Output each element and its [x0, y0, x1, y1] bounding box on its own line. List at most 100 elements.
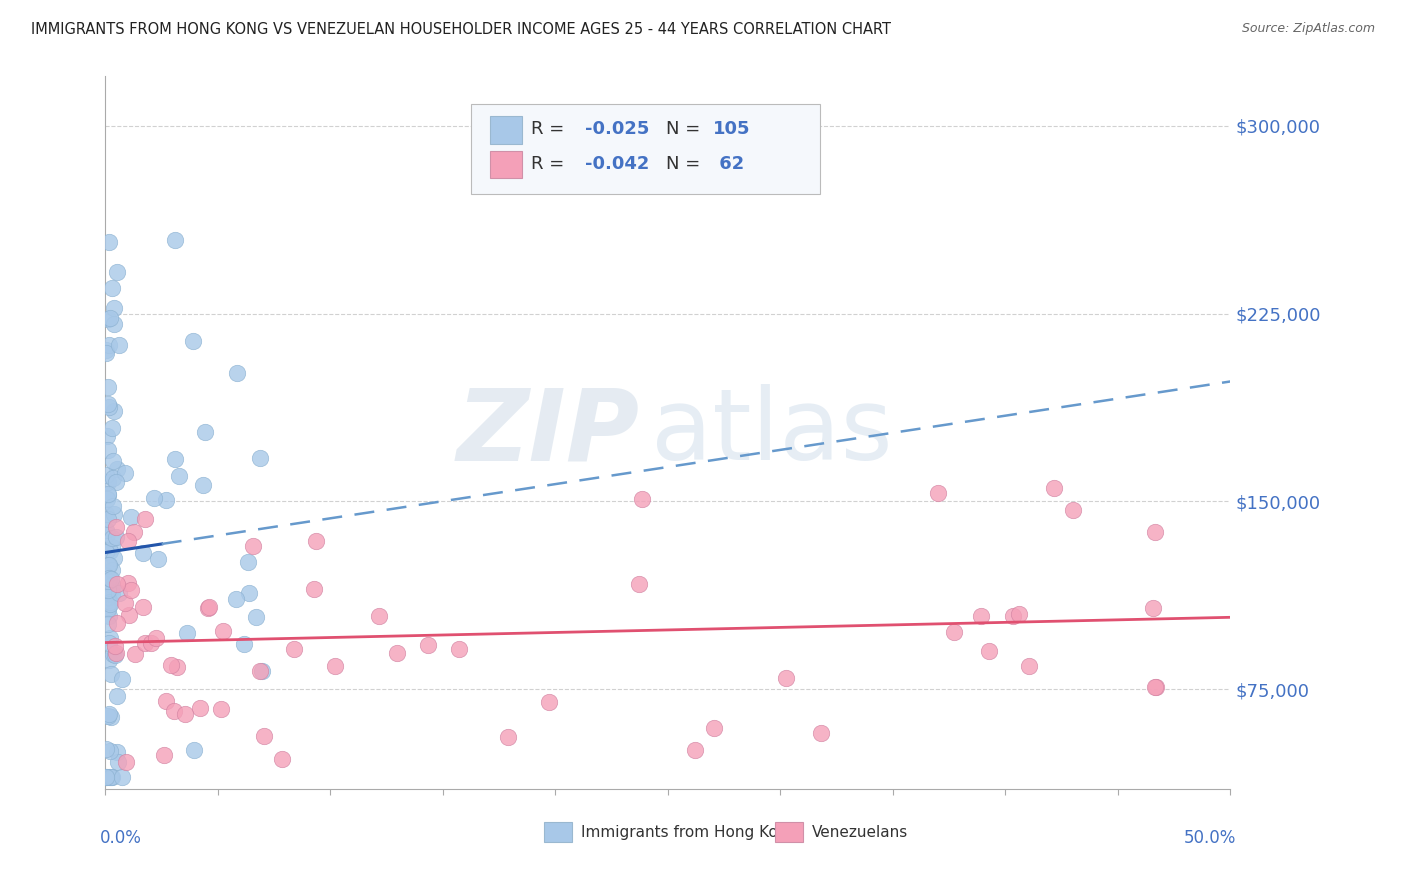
Point	[134, 512, 156, 526]
Point	[98, 608, 121, 623]
Point	[1144, 525, 1167, 540]
Point	[225, 591, 247, 606]
Point	[96, 598, 118, 612]
Point	[100, 531, 122, 545]
Point	[198, 599, 221, 614]
Point	[122, 524, 145, 539]
Point	[104, 639, 127, 653]
Text: N =: N =	[665, 154, 706, 172]
Point	[98, 653, 121, 667]
Point	[97, 487, 120, 501]
Text: -0.042: -0.042	[585, 154, 650, 172]
Text: R =: R =	[530, 154, 569, 172]
Point	[305, 534, 328, 549]
Point	[979, 644, 1001, 658]
Point	[103, 301, 125, 316]
Text: 105: 105	[713, 120, 751, 138]
Text: -0.025: -0.025	[585, 120, 650, 138]
Point	[225, 366, 247, 380]
Point	[188, 701, 211, 715]
Point	[194, 425, 217, 439]
Point	[100, 587, 122, 601]
Point	[1143, 680, 1166, 694]
Point	[270, 752, 292, 766]
Point	[97, 616, 120, 631]
Point	[134, 635, 156, 649]
Point	[96, 507, 118, 521]
Point	[97, 443, 120, 458]
Point	[142, 491, 165, 505]
Point	[94, 524, 117, 538]
Point	[124, 647, 146, 661]
Point	[96, 770, 118, 784]
Point	[283, 642, 305, 657]
Point	[111, 770, 134, 784]
Point	[165, 452, 187, 467]
Point	[97, 583, 120, 598]
Point	[538, 695, 561, 709]
Point	[249, 665, 271, 679]
Point	[103, 508, 125, 522]
Point	[97, 574, 120, 588]
Text: IMMIGRANTS FROM HONG KONG VS VENEZUELAN HOUSEHOLDER INCOME AGES 25 - 44 YEARS CO: IMMIGRANTS FROM HONG KONG VS VENEZUELAN …	[31, 22, 891, 37]
Point	[100, 572, 122, 586]
Point	[183, 743, 205, 757]
Point	[104, 530, 127, 544]
Point	[94, 468, 117, 483]
Point	[174, 706, 197, 721]
Point	[94, 568, 117, 582]
Point	[108, 337, 131, 351]
Point	[98, 598, 121, 612]
Point	[1042, 481, 1064, 495]
Point	[101, 563, 124, 577]
Point	[245, 609, 267, 624]
Point	[98, 310, 121, 325]
Point	[114, 467, 136, 481]
Point	[496, 730, 519, 744]
Point	[96, 527, 118, 541]
Point	[139, 636, 162, 650]
Point	[165, 233, 187, 247]
Point	[250, 664, 273, 678]
Point	[703, 721, 725, 735]
Point	[94, 770, 117, 784]
Point	[775, 672, 797, 686]
Point	[1142, 600, 1164, 615]
Point	[132, 600, 155, 615]
Text: atlas: atlas	[651, 384, 893, 481]
Point	[103, 317, 125, 331]
Point	[94, 742, 117, 756]
Point	[97, 488, 120, 502]
Point	[176, 626, 198, 640]
Point	[163, 705, 186, 719]
Text: Source: ZipAtlas.com: Source: ZipAtlas.com	[1241, 22, 1375, 36]
Point	[96, 429, 118, 443]
Point	[155, 493, 177, 508]
Point	[1144, 681, 1167, 695]
Point	[810, 726, 832, 740]
Point	[1008, 607, 1031, 621]
Point	[368, 609, 391, 624]
Point	[98, 400, 121, 414]
Point	[145, 631, 167, 645]
Point	[238, 586, 260, 600]
Point	[132, 546, 155, 560]
Point	[100, 770, 122, 784]
Point	[212, 624, 235, 638]
Point	[104, 520, 127, 534]
Point	[183, 334, 205, 348]
Point	[117, 534, 139, 549]
Point	[927, 486, 949, 500]
Point	[114, 755, 136, 769]
FancyBboxPatch shape	[775, 822, 803, 842]
Point	[236, 555, 259, 569]
Point	[167, 469, 190, 483]
Point	[107, 586, 129, 600]
Point	[101, 421, 124, 435]
Text: 50.0%: 50.0%	[1184, 829, 1236, 847]
Point	[97, 397, 120, 411]
Point	[104, 648, 127, 663]
Point	[631, 491, 654, 506]
Point	[193, 477, 215, 491]
Point	[100, 667, 122, 681]
